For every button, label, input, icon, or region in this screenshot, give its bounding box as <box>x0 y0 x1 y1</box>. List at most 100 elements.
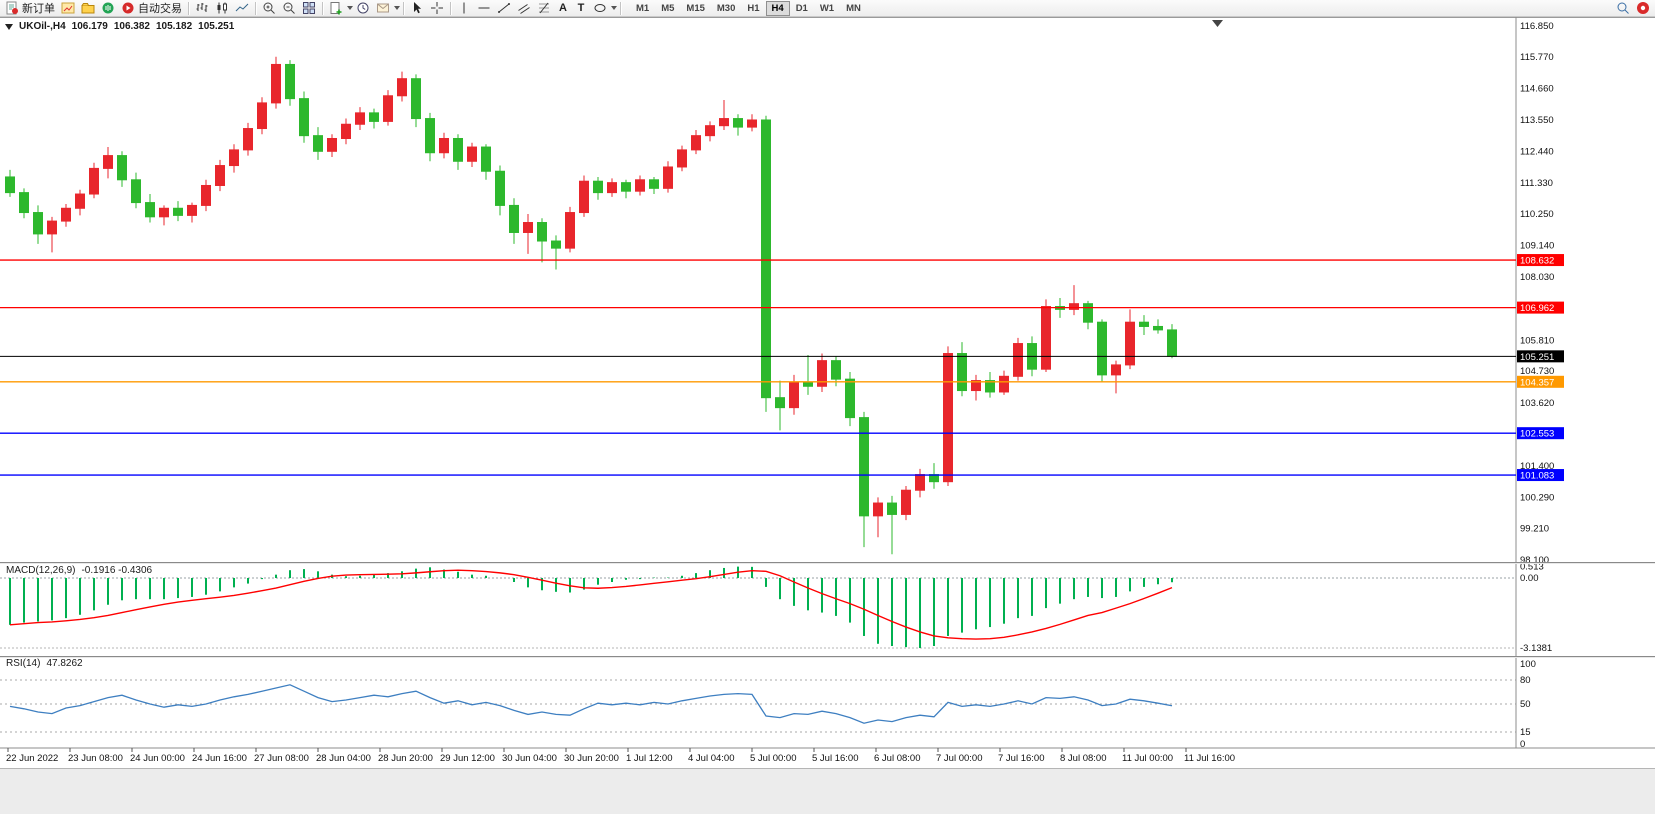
line-chart-icon <box>235 3 249 12</box>
new-chart-button[interactable] <box>58 1 78 16</box>
zoom-in-button[interactable] <box>259 1 279 16</box>
timeframe-button-m5[interactable]: M5 <box>655 1 680 16</box>
candle-body <box>621 182 631 192</box>
svg-text:100.290: 100.290 <box>1520 493 1554 504</box>
svg-text:-3.1381: -3.1381 <box>1520 643 1552 654</box>
candle-body <box>47 220 57 235</box>
svg-text:15: 15 <box>1520 727 1531 738</box>
svg-text:115.770: 115.770 <box>1520 52 1554 63</box>
svg-text:114.660: 114.660 <box>1520 83 1554 94</box>
candle-body <box>439 137 449 154</box>
community-badge-icon <box>1637 2 1649 14</box>
candle-body <box>915 474 925 491</box>
period-clock-button[interactable] <box>353 1 373 16</box>
timeframe-button-d1[interactable]: D1 <box>790 1 814 16</box>
candle-body <box>369 112 379 122</box>
bar-chart-mode-button[interactable] <box>192 1 212 16</box>
price-axis[interactable]: 116.850 115.770 114.660 113.550 112.440 111.3… <box>1515 17 1554 748</box>
svg-text:109.140: 109.140 <box>1520 241 1554 252</box>
svg-text:0.00: 0.00 <box>1520 573 1539 584</box>
timeframe-button-m1[interactable]: M1 <box>630 1 655 16</box>
trendline-tool-button[interactable] <box>494 1 514 16</box>
fibonacci-tool-button[interactable] <box>534 1 554 16</box>
indicators-button[interactable] <box>326 1 346 16</box>
svg-text:11 Jul 00:00: 11 Jul 00:00 <box>1122 753 1173 764</box>
candle-body <box>89 167 99 195</box>
timeframe-button-mn[interactable]: MN <box>840 1 867 16</box>
export-dropdown-icon[interactable] <box>394 6 400 10</box>
candle-body <box>341 123 351 139</box>
vertical-line-tool-button[interactable] <box>454 1 474 16</box>
indicators-dropdown-icon[interactable] <box>347 6 353 10</box>
candle-body <box>229 149 239 167</box>
candle-body <box>831 360 841 380</box>
candle-body <box>817 360 827 387</box>
price-level-lines[interactable]: 108.632 106.962 105.251 104.357 102.553 101.0… <box>0 254 1564 482</box>
candle-body <box>33 212 43 235</box>
cursor-tool-button[interactable] <box>407 1 427 16</box>
timeframe-button-m15[interactable]: M15 <box>680 1 710 16</box>
timeframe-button-h1[interactable]: H1 <box>741 1 765 16</box>
chart-shift-marker[interactable] <box>1212 20 1223 27</box>
svg-text:112.440: 112.440 <box>1520 147 1554 158</box>
trendline-icon <box>498 3 510 13</box>
open-value: 106.179 <box>71 21 108 32</box>
panel-separator[interactable] <box>0 562 1655 563</box>
candle-body <box>537 222 547 242</box>
profiles-button[interactable] <box>78 1 98 16</box>
candle-body <box>789 381 799 409</box>
candle-body <box>145 202 155 218</box>
candle-body <box>5 176 15 194</box>
new-order-button[interactable]: 新订单 <box>2 1 58 16</box>
time-axis[interactable]: 22 Jun 2022 23 Jun 08:00 24 Jun 00:00 24 Ju… <box>0 747 1655 764</box>
rsi-panel: 100 80 50 150 <box>0 659 1536 750</box>
community-button[interactable] <box>1633 1 1653 16</box>
new-order-label: 新订单 <box>22 3 55 15</box>
channel-tool-button[interactable] <box>514 1 534 16</box>
one-click-trading-toggle[interactable] <box>5 23 13 30</box>
timeframe-button-w1[interactable]: W1 <box>814 1 840 16</box>
candle-body <box>383 95 393 122</box>
candle-body <box>159 207 169 218</box>
line-chart-mode-button[interactable] <box>232 1 252 16</box>
chart-window: 0.513 0.00 -3.1381 100 80 50 15 0 116.850 115.770… <box>0 17 1655 768</box>
sound-button[interactable] <box>98 1 118 16</box>
timeframe-button-m30[interactable]: M30 <box>711 1 741 16</box>
clock-icon <box>357 2 369 14</box>
candle-body <box>873 502 883 517</box>
panel-separator[interactable] <box>0 656 1655 657</box>
channel-icon <box>518 4 530 14</box>
candle-body <box>131 179 141 204</box>
candle-body <box>649 179 659 189</box>
horizontal-line-tool-button[interactable] <box>474 1 494 16</box>
macd-indicator-label: MACD(12,26,9) -0.1916 -0.4306 <box>6 565 152 576</box>
timeframe-button-h4[interactable]: H4 <box>765 0 790 16</box>
crosshair-tool-button[interactable] <box>427 1 447 16</box>
svg-text:4 Jul 04:00: 4 Jul 04:00 <box>688 753 734 764</box>
text-tool-button[interactable]: A <box>554 1 572 16</box>
shapes-dropdown-icon[interactable] <box>611 6 617 10</box>
candle-body <box>691 135 701 151</box>
candle-body <box>1167 329 1177 357</box>
new-order-icon <box>6 1 18 15</box>
search-button[interactable] <box>1613 1 1633 16</box>
svg-text:98.100: 98.100 <box>1520 555 1549 566</box>
candlestick-mode-button[interactable] <box>212 1 232 16</box>
svg-text:5 Jul 00:00: 5 Jul 00:00 <box>750 753 796 764</box>
tile-windows-button[interactable] <box>299 1 319 16</box>
zoom-out-button[interactable] <box>279 1 299 16</box>
auto-trading-button[interactable]: 自动交易 <box>118 1 185 16</box>
export-button[interactable] <box>373 1 393 16</box>
candle-body <box>747 119 757 128</box>
svg-text:0: 0 <box>1520 739 1525 750</box>
candle-body <box>397 78 407 97</box>
candle-body <box>495 170 505 206</box>
shapes-tool-button[interactable] <box>590 1 610 16</box>
svg-text:101.083: 101.083 <box>1520 471 1554 482</box>
vertical-line-icon <box>463 2 465 14</box>
label-tool-button[interactable]: T <box>572 1 590 16</box>
profiles-folder-icon <box>81 3 95 14</box>
main-toolbar: 新订单 自动交易 <box>0 0 1655 17</box>
